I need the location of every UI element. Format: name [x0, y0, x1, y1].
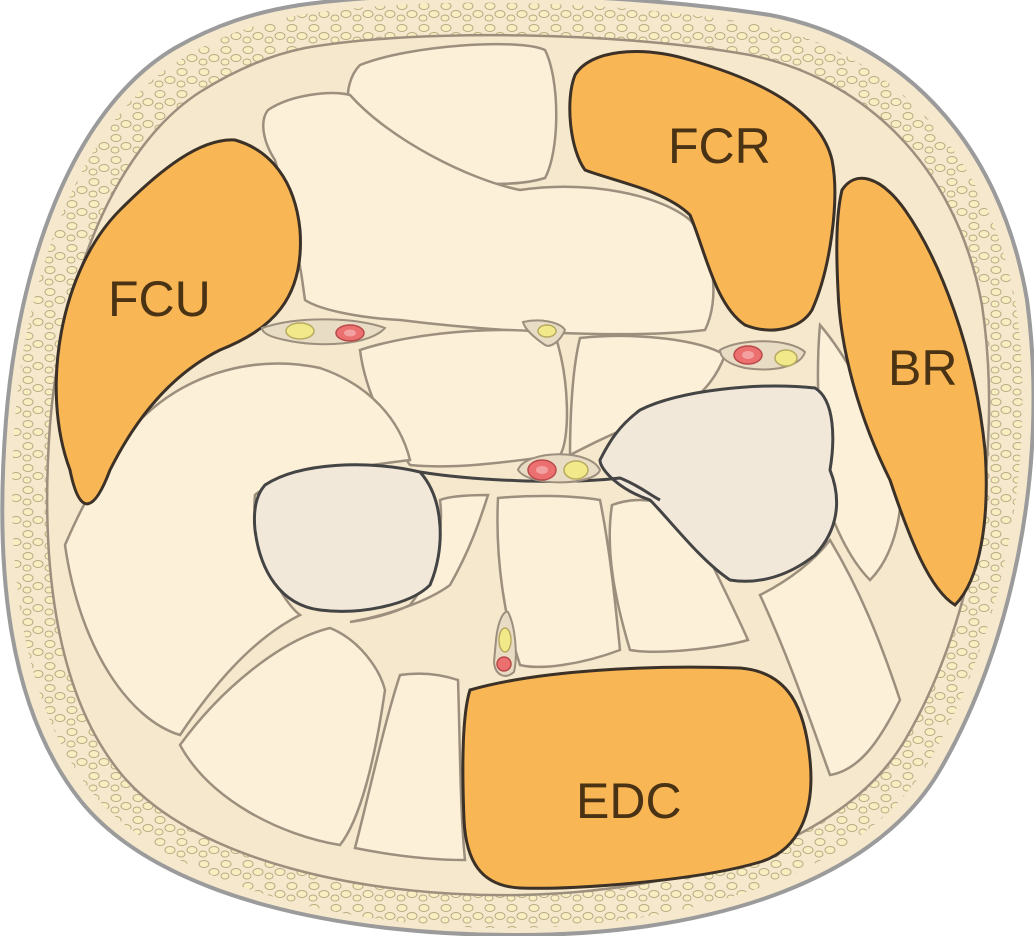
radial-neurovascular-bundle	[718, 340, 807, 371]
muscle-br	[835, 176, 988, 607]
ulnar-neurovascular-bundle	[260, 318, 387, 346]
muscle-fcu	[54, 138, 302, 506]
label-edc: EDC	[576, 773, 682, 829]
interosseous-membrane	[419, 470, 661, 502]
muscle-ecu	[178, 626, 387, 847]
label-br: BR	[888, 340, 957, 396]
label-fcu: FCU	[108, 271, 211, 327]
ulna-bone	[252, 463, 442, 613]
radius-bone	[598, 384, 839, 583]
unlabeled-muscles	[63, 42, 903, 862]
muscle-edc	[461, 665, 813, 890]
muscle-fcr	[568, 50, 837, 332]
anterior-interosseous-bundle	[516, 453, 602, 484]
anterior-nerve-bundle	[521, 319, 567, 347]
muscle-apl-left	[496, 494, 622, 669]
bones	[252, 384, 839, 613]
labeled-muscles	[54, 50, 988, 890]
posterior-interosseous-bundle	[492, 610, 517, 677]
neurovascular-bundles	[260, 318, 807, 677]
label-fcr: FCR	[668, 118, 771, 174]
muscle-ecrb	[758, 537, 902, 777]
muscle-epl	[349, 493, 490, 624]
muscle-edm	[353, 672, 467, 862]
